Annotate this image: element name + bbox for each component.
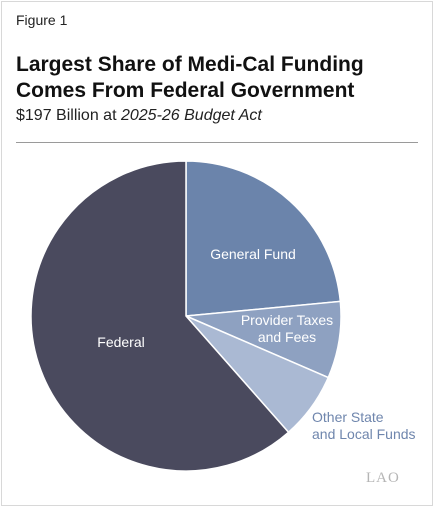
figure-label: Figure 1 — [16, 12, 68, 28]
slice-label-general-fund: General Fund — [210, 246, 296, 262]
pie-slice-federal — [30, 160, 290, 472]
chart-subtitle: $197 Billion at 2025-26 Budget Act — [16, 107, 262, 125]
subtitle-budget-act: 2025-26 Budget Act — [120, 107, 262, 124]
chart-title: Largest Share of Medi-Cal Funding Comes … — [16, 53, 364, 102]
pie-slice-general-fund — [185, 160, 342, 317]
subtitle-amount: $197 Billion at — [16, 107, 121, 124]
lao-logo: LAO — [366, 470, 400, 486]
slice-label-other-state-and-local-funds: Other State and Local Funds — [312, 409, 416, 442]
slice-label-federal: Federal — [97, 334, 144, 350]
title-divider — [16, 142, 418, 143]
slice-label-provider-taxes-and-fees: Provider Taxes and Fees — [241, 312, 333, 345]
